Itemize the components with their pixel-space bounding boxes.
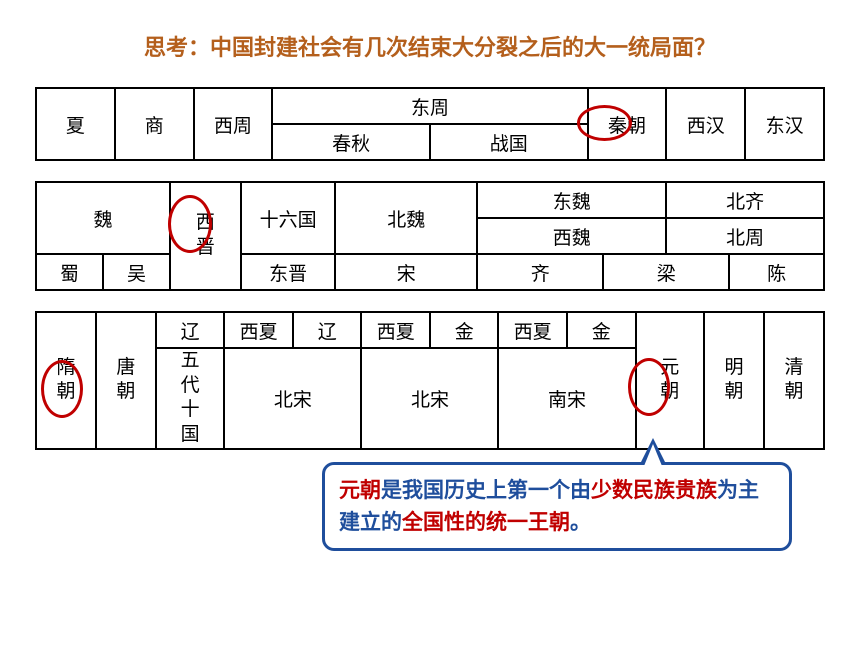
dynasty-table-1: 夏 商 西周 东周 秦朝 西汉 东汉 春秋 战国 — [35, 87, 825, 161]
cell-xijin: 西晋 — [170, 182, 241, 290]
cell-xixia1: 西夏 — [224, 312, 293, 348]
cell-jin2: 金 — [567, 312, 636, 348]
cell-yuan: 元朝 — [636, 312, 705, 449]
cell-chen: 陈 — [729, 254, 824, 290]
cell-shang: 商 — [115, 88, 194, 160]
cell-xixia3: 西夏 — [498, 312, 567, 348]
cell-xiwei: 西魏 — [477, 218, 666, 254]
cell-dongzhou: 东周 — [272, 88, 587, 124]
cell-song: 宋 — [335, 254, 477, 290]
dynasty-table-2: 魏 西晋 十六国 北魏 东魏 北齐 西魏 北周 蜀 吴 东晋 宋 齐 梁 陈 — [35, 181, 825, 291]
cell-xizhou: 西周 — [194, 88, 273, 160]
callout-tail-inner — [644, 444, 662, 466]
cell-shu: 蜀 — [36, 254, 103, 290]
dynasty-table-3: 隋朝 唐朝 辽 西夏 辽 西夏 金 西夏 金 元朝 明朝 清朝 五代十国 北宋 … — [35, 311, 825, 450]
cell-beiqi: 北齐 — [666, 182, 824, 218]
cell-xia: 夏 — [36, 88, 115, 160]
cell-liang: 梁 — [603, 254, 729, 290]
cell-wudai: 五代十国 — [156, 348, 225, 449]
cell-dongwei: 东魏 — [477, 182, 666, 218]
cell-chunqiu: 春秋 — [272, 124, 430, 160]
cell-ming: 明朝 — [704, 312, 764, 449]
cell-beiwei: 北魏 — [335, 182, 477, 254]
cell-beisong2: 北宋 — [361, 348, 498, 449]
cell-liao1: 辽 — [156, 312, 225, 348]
cell-xixia2: 西夏 — [361, 312, 430, 348]
page-title: 思考：中国封建社会有几次结束大分裂之后的大一统局面？ — [0, 0, 860, 87]
cell-wei: 魏 — [36, 182, 170, 254]
cell-liao2: 辽 — [293, 312, 362, 348]
cell-dongjin: 东晋 — [241, 254, 336, 290]
cell-beizhou: 北周 — [666, 218, 824, 254]
cell-wu: 吴 — [103, 254, 170, 290]
cell-nansong: 南宋 — [498, 348, 635, 449]
cell-qi: 齐 — [477, 254, 603, 290]
cell-shiliu: 十六国 — [241, 182, 336, 254]
cell-qin: 秦朝 — [588, 88, 667, 160]
cell-qing: 清朝 — [764, 312, 824, 449]
cell-beisong1: 北宋 — [224, 348, 361, 449]
cell-zhanguo: 战国 — [430, 124, 588, 160]
cell-tang: 唐朝 — [96, 312, 156, 449]
callout-box: 元朝是我国历史上第一个由少数民族贵族为主建立的全国性的统一王朝。 — [322, 462, 792, 551]
cell-jin1: 金 — [430, 312, 499, 348]
cell-donghan: 东汉 — [745, 88, 824, 160]
cell-sui: 隋朝 — [36, 312, 96, 449]
cell-xihan: 西汉 — [666, 88, 745, 160]
